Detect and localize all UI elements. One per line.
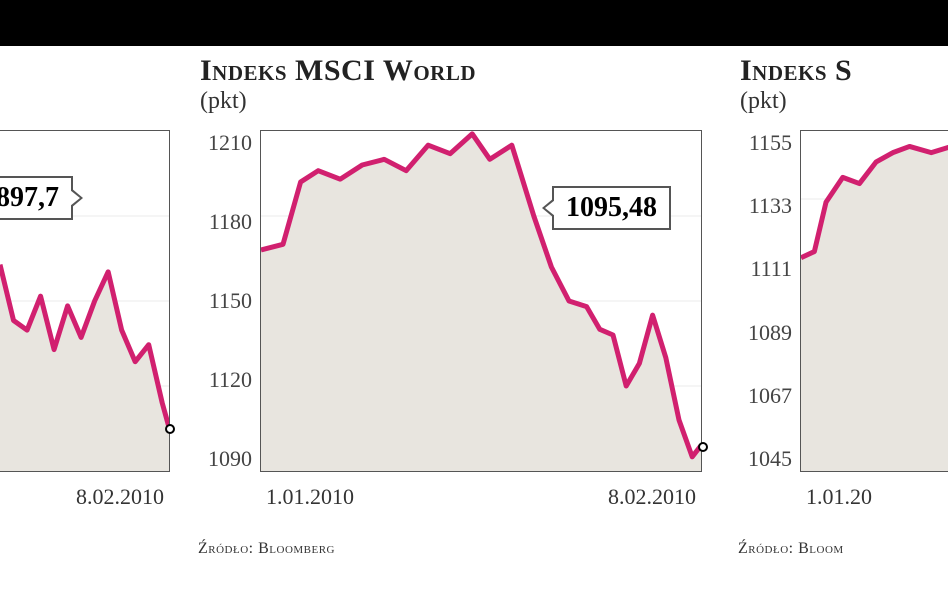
end-dot-center (698, 442, 708, 452)
ytick: 1150 (190, 288, 252, 314)
top-bar-center (190, 0, 730, 46)
title-block-right: Indeks S (pkt) (730, 46, 948, 121)
source-center: Źródło: Bloomberg (198, 540, 335, 558)
panel-left: 897,7 8.02.2010 (0, 0, 190, 593)
panel-center: Indeks MSCI World (pkt) 1210 1180 1150 1120… (190, 0, 730, 593)
callout-left-text: 897,7 (0, 182, 59, 213)
ytick: 1089 (730, 320, 792, 346)
ytick: 1120 (190, 367, 252, 393)
xlabels-right: 1.01.20 (800, 478, 948, 510)
top-bar-right (730, 0, 948, 46)
ytick: 1067 (730, 383, 792, 409)
panel-right: Indeks S (pkt) 115511331111108910671045 … (730, 0, 948, 593)
callout-center-text: 1095,48 (566, 192, 657, 223)
ytick: 1111 (730, 256, 792, 282)
ytick: 1210 (190, 130, 252, 156)
ytick: 1045 (730, 446, 792, 472)
title-right: Indeks S (740, 54, 948, 88)
xlabels-left: 8.02.2010 (0, 478, 170, 510)
xend-left: 8.02.2010 (76, 484, 164, 510)
svg-right (801, 131, 948, 471)
title-block-center: Indeks MSCI World (pkt) (190, 46, 730, 121)
subtitle-right: (pkt) (740, 88, 948, 115)
ylabels-right: 1155 1133 1111 1089 1067 1045 (730, 130, 796, 472)
xlabels-center: 1.01.2010 8.02.2010 (260, 478, 702, 510)
plot-right (800, 130, 948, 472)
ylabels-center: 1210 1180 1150 1120 1090 (190, 130, 256, 472)
ytick: 1155 (730, 130, 792, 156)
ytick: 1090 (190, 446, 252, 472)
ytick: 1133 (730, 193, 792, 219)
subtitle-center: (pkt) (200, 88, 730, 115)
xend-center: 8.02.2010 (608, 484, 696, 510)
xstart-center: 1.01.2010 (266, 484, 354, 510)
title-center: Indeks MSCI World (200, 54, 730, 88)
plot-center (260, 130, 702, 472)
chart-center: 1210 1180 1150 1120 1090 (190, 130, 730, 472)
xstart-right: 1.01.20 (806, 484, 872, 510)
panels-row: 897,7 8.02.2010 Indeks MSCI World (pkt) … (0, 0, 948, 593)
ytick: 1180 (190, 209, 252, 235)
end-dot-left (165, 424, 175, 434)
source-right: Źródło: Bloom (738, 540, 844, 558)
top-bar-left (0, 0, 190, 46)
callout-left: 897,7 (0, 176, 73, 220)
chart-right: 1155 1133 1111 1089 1067 1045 (730, 130, 948, 472)
svg-center (261, 131, 701, 471)
callout-center: 1095,48 (552, 186, 671, 230)
